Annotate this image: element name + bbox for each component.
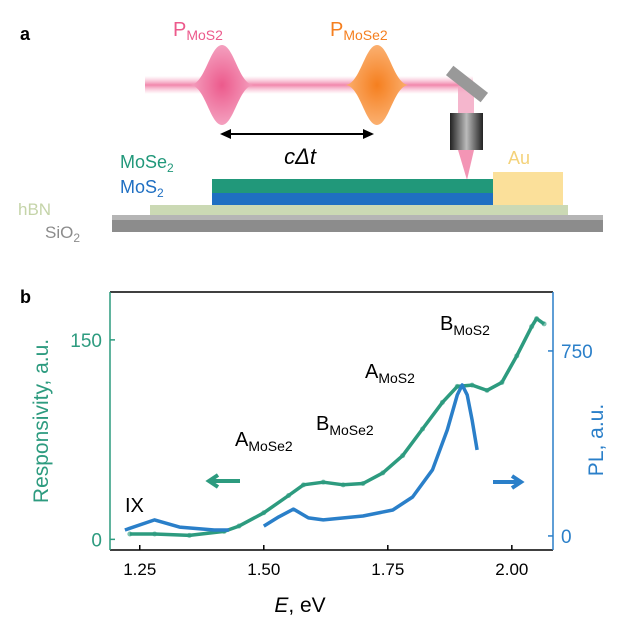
data-point xyxy=(127,532,132,537)
peak-label-subscript: MoS2 xyxy=(453,322,490,338)
pulse-2 xyxy=(345,45,409,125)
au-contact xyxy=(493,172,563,205)
data-point xyxy=(534,316,539,321)
figure: a PMoS2 PMoSe2 cΔt MoSe2 MoS2 hBN SiO2 A… xyxy=(0,0,619,623)
data-point xyxy=(485,388,490,393)
x-tick-label: 2.00 xyxy=(495,560,528,579)
panel-label: b xyxy=(20,287,31,307)
x-tick-label: 1.25 xyxy=(123,560,156,579)
data-point xyxy=(261,510,266,515)
mos2-label: MoS2 xyxy=(120,177,164,200)
data-point xyxy=(286,493,291,498)
hbn-layer xyxy=(150,205,568,215)
data-point xyxy=(187,533,192,538)
data-point xyxy=(529,324,534,329)
peak-label-subscript: MoSe2 xyxy=(329,422,374,438)
data-point xyxy=(301,482,306,487)
data-point xyxy=(321,480,326,485)
pulse-1-label: PMoS2 xyxy=(173,19,223,43)
sio2-top xyxy=(112,215,603,220)
data-point xyxy=(236,524,241,529)
data-point xyxy=(420,426,425,431)
mose2-label: MoSe2 xyxy=(120,152,174,175)
delay-label: cΔt xyxy=(284,144,317,169)
panel-label: a xyxy=(20,24,31,44)
y-axis-label: Responsivity, a.u. xyxy=(30,339,53,503)
data-point xyxy=(361,481,366,486)
peak-label: AMoS2 xyxy=(365,361,415,386)
hbn-label: hBN xyxy=(18,200,51,219)
data-point xyxy=(514,353,519,358)
sio2-label: SiO2 xyxy=(45,223,80,245)
peak-label: BMoS2 xyxy=(440,313,490,338)
peak-label-subscript: MoS2 xyxy=(378,370,415,386)
pulse-1 xyxy=(190,45,254,125)
mose2-layer xyxy=(212,179,493,193)
objective xyxy=(450,113,483,150)
pulse-2-label: PMoSe2 xyxy=(330,19,388,43)
data-point xyxy=(152,532,157,537)
data-point xyxy=(440,400,445,405)
data-point xyxy=(499,380,504,385)
series-line xyxy=(125,385,477,530)
data-point xyxy=(470,383,475,388)
y-tick-label: 0 xyxy=(91,530,102,551)
y2-axis-label: PL, a.u. xyxy=(585,404,608,476)
x-axis-label: E, eV xyxy=(274,594,325,617)
peak-label-text: B xyxy=(440,313,453,335)
focus xyxy=(458,150,474,180)
peak-label-text: B xyxy=(316,413,329,435)
peak-label-subscript: MoSe2 xyxy=(248,438,293,454)
y2-tick-label: 0 xyxy=(561,527,572,548)
right-axis-arrow xyxy=(493,476,521,488)
data-point xyxy=(400,453,405,458)
peak-label: BMoSe2 xyxy=(316,413,374,438)
peak-label-text: A xyxy=(365,361,379,383)
peak-label: AMoSe2 xyxy=(235,429,293,454)
peak-label-text: A xyxy=(235,429,249,451)
mos2-layer xyxy=(212,193,493,205)
left-axis-arrow xyxy=(209,475,240,487)
y2-tick-label: 750 xyxy=(561,342,593,363)
peak-label: IX xyxy=(125,495,144,517)
data-point xyxy=(341,482,346,487)
y-tick-label: 150 xyxy=(70,331,102,352)
data-point xyxy=(542,321,547,326)
x-tick-label: 1.50 xyxy=(247,560,280,579)
au-label: Au xyxy=(508,148,530,168)
peak-label-text: IX xyxy=(125,495,144,517)
data-point xyxy=(380,470,385,475)
x-tick-label: 1.75 xyxy=(371,560,404,579)
